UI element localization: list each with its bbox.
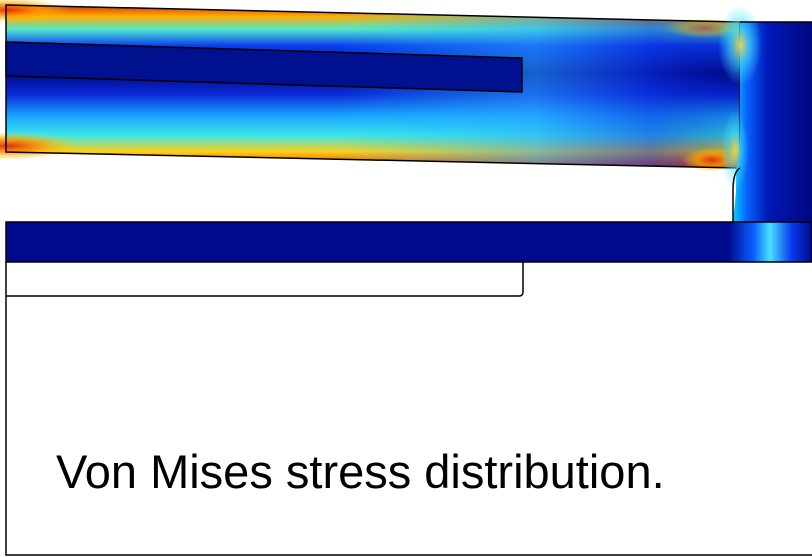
support-column — [718, 5, 812, 262]
joint-glow — [718, 5, 762, 85]
base-plate-joint — [728, 222, 812, 262]
caption: Von Mises stress distribution. — [56, 445, 665, 498]
lower-slot-outline — [5, 262, 524, 297]
substrate-outline — [5, 296, 812, 556]
joint-glow-lower — [721, 110, 749, 190]
base-plate-outline — [5, 221, 812, 263]
support-column-outline — [732, 21, 812, 222]
support-column-fill — [732, 22, 812, 262]
base-plate-fill — [6, 222, 812, 262]
inner-slot — [5, 41, 523, 93]
base-plate — [5, 221, 812, 263]
inner-slot-outline — [5, 41, 523, 93]
substrate — [5, 262, 812, 556]
